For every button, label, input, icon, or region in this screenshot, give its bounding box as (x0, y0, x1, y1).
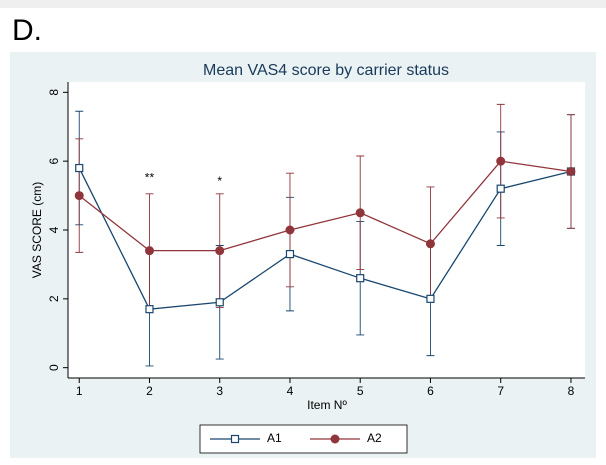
marker (215, 246, 225, 256)
marker (285, 225, 295, 235)
series-line (78, 167, 572, 310)
y-tick-label: 0 (47, 364, 61, 371)
plot-area (68, 82, 585, 378)
marker (285, 249, 295, 259)
x-axis-label: Item Nº (307, 398, 347, 412)
x-tick-label: 5 (357, 384, 364, 398)
marker (356, 274, 365, 283)
annotation: ** (145, 171, 155, 185)
x-tick-label: 6 (427, 384, 434, 398)
marker (355, 208, 365, 218)
y-tick-label: 4 (47, 226, 61, 233)
marker (426, 294, 435, 303)
x-tick-label: 8 (568, 384, 575, 398)
x-tick-label: 3 (216, 384, 223, 398)
marker (144, 246, 154, 256)
series-line (78, 160, 572, 252)
marker (566, 166, 576, 176)
marker (74, 191, 84, 201)
legend-marker (330, 434, 340, 444)
marker (145, 305, 154, 314)
x-tick-label: 2 (146, 384, 153, 398)
x-tick-label: 4 (287, 384, 294, 398)
marker (496, 184, 505, 193)
legend-label: A2 (367, 431, 382, 445)
y-tick-label: 2 (47, 295, 61, 302)
y-axis-label: VAS SCORE (cm) (30, 182, 44, 278)
legend-marker (230, 434, 240, 444)
annotation: * (217, 174, 222, 188)
legend-label: A1 (267, 431, 282, 445)
y-tick-label: 8 (47, 89, 61, 96)
marker (496, 156, 506, 166)
y-tick-label: 6 (47, 158, 61, 165)
chart-title: Mean VAS4 score by carrier status (203, 62, 449, 79)
marker (425, 239, 435, 249)
top-strip (0, 0, 606, 8)
marker (75, 163, 84, 173)
panel-label: D. (12, 14, 42, 47)
marker (215, 298, 224, 307)
x-tick-label: 7 (497, 384, 504, 398)
x-tick-label: 1 (76, 384, 83, 398)
